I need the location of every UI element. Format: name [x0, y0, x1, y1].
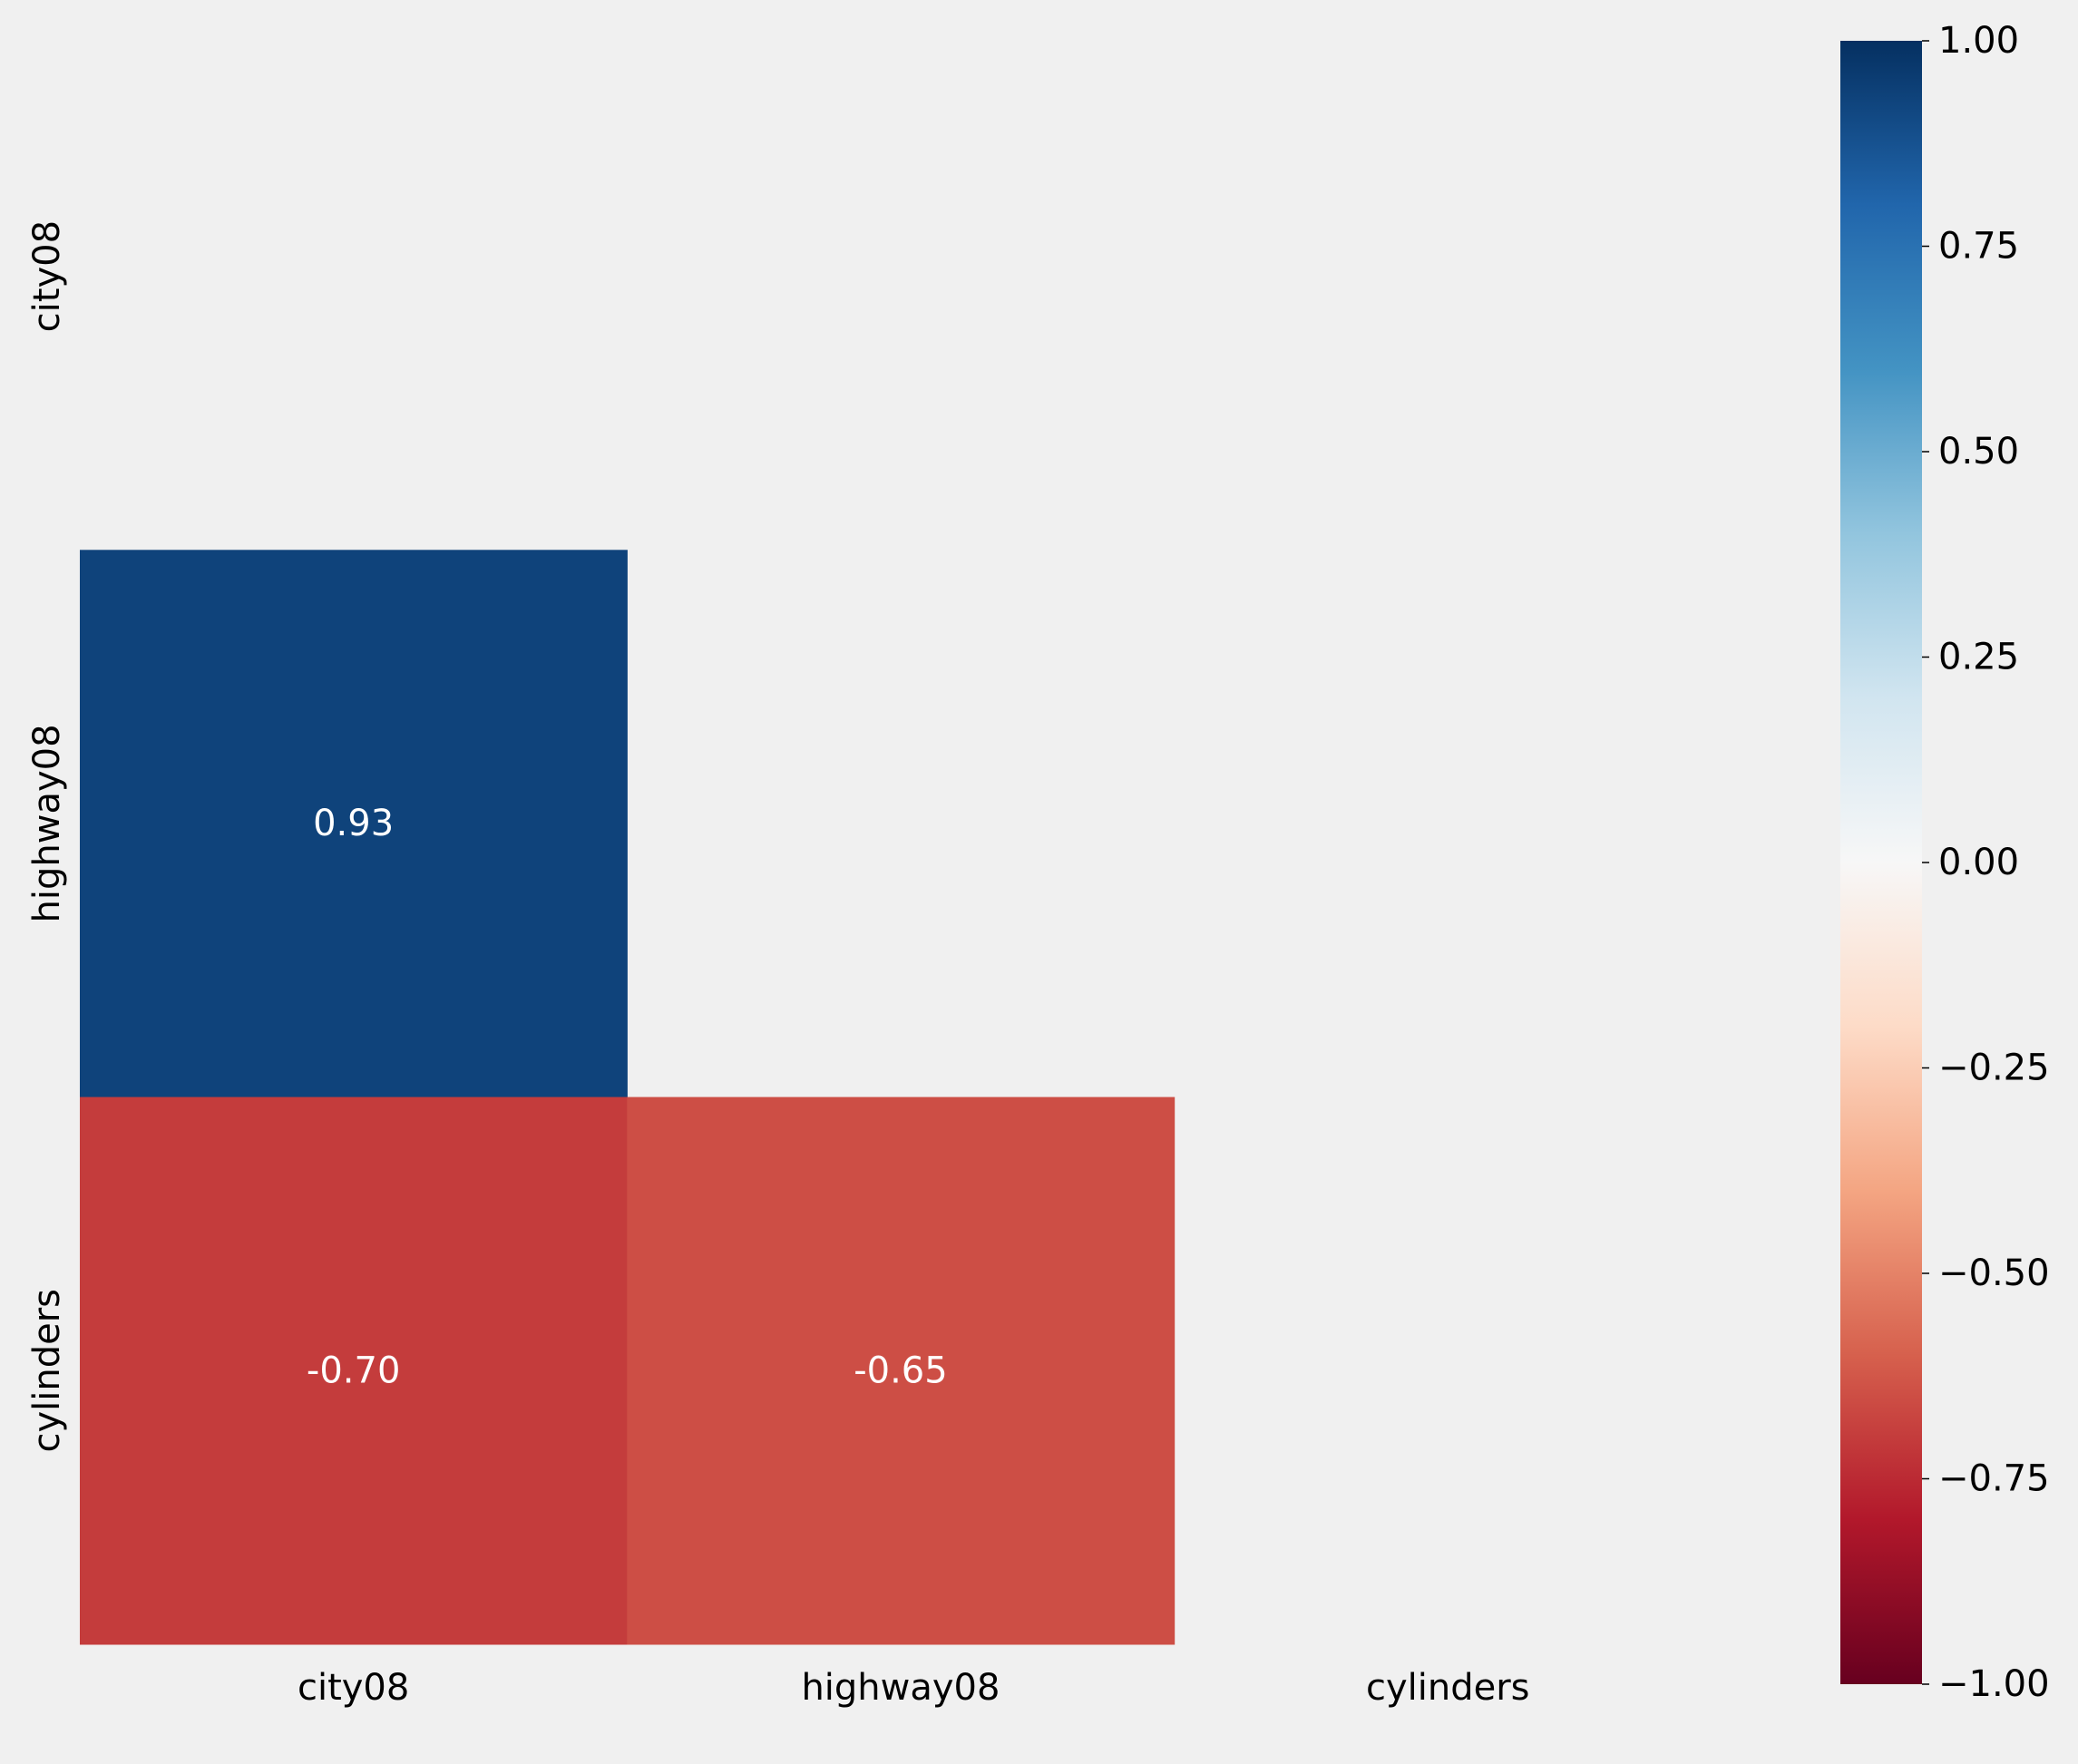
heatmap-cell-highway08-city08 — [80, 550, 628, 1098]
colorbar-tick-label: −0.25 — [1938, 1048, 2050, 1089]
y-tick-labels: city08 highway08 cylinders — [26, 220, 68, 1453]
x-tick-label-cylinders: cylinders — [1366, 1667, 1530, 1709]
colorbar-ticks: 1.00 0.75 0.50 0.25 0.00 −0.25 −0.50 −0.75 −1.00 — [1922, 20, 2050, 1705]
colorbar — [1840, 41, 1922, 1684]
y-tick-label-highway08: highway08 — [26, 724, 68, 922]
colorbar-tick-label: −0.75 — [1938, 1458, 2050, 1500]
heatmap-cell-cylinders-highway08 — [627, 1096, 1176, 1645]
colorbar-tick-label: −1.00 — [1938, 1663, 2050, 1705]
colorbar-tick-label: 1.00 — [1938, 20, 2019, 62]
heatmap-cells — [80, 550, 1176, 1645]
y-tick-label-city08: city08 — [26, 220, 68, 332]
heatmap-cell-cylinders-city08 — [80, 1096, 628, 1645]
cell-annotation-highway08-city08: 0.93 — [313, 803, 394, 844]
y-tick-label-cylinders: cylinders — [26, 1289, 68, 1453]
x-tick-label-city08: city08 — [298, 1667, 409, 1709]
cell-annotation-cylinders-highway08: -0.65 — [854, 1350, 948, 1391]
cell-annotation-cylinders-city08: -0.70 — [307, 1350, 401, 1391]
colorbar-tick-label: 0.75 — [1938, 226, 2019, 268]
x-tick-label-highway08: highway08 — [801, 1667, 1000, 1709]
colorbar-tick-label: 0.50 — [1938, 431, 2019, 473]
colorbar-tick-label: 0.25 — [1938, 637, 2019, 678]
colorbar-tick-label: −0.50 — [1938, 1252, 2050, 1294]
x-tick-labels: city08 highway08 cylinders — [298, 1667, 1530, 1709]
colorbar-tick-label: 0.00 — [1938, 842, 2019, 883]
cell-annotations: 0.93 -0.70 -0.65 — [307, 803, 948, 1391]
